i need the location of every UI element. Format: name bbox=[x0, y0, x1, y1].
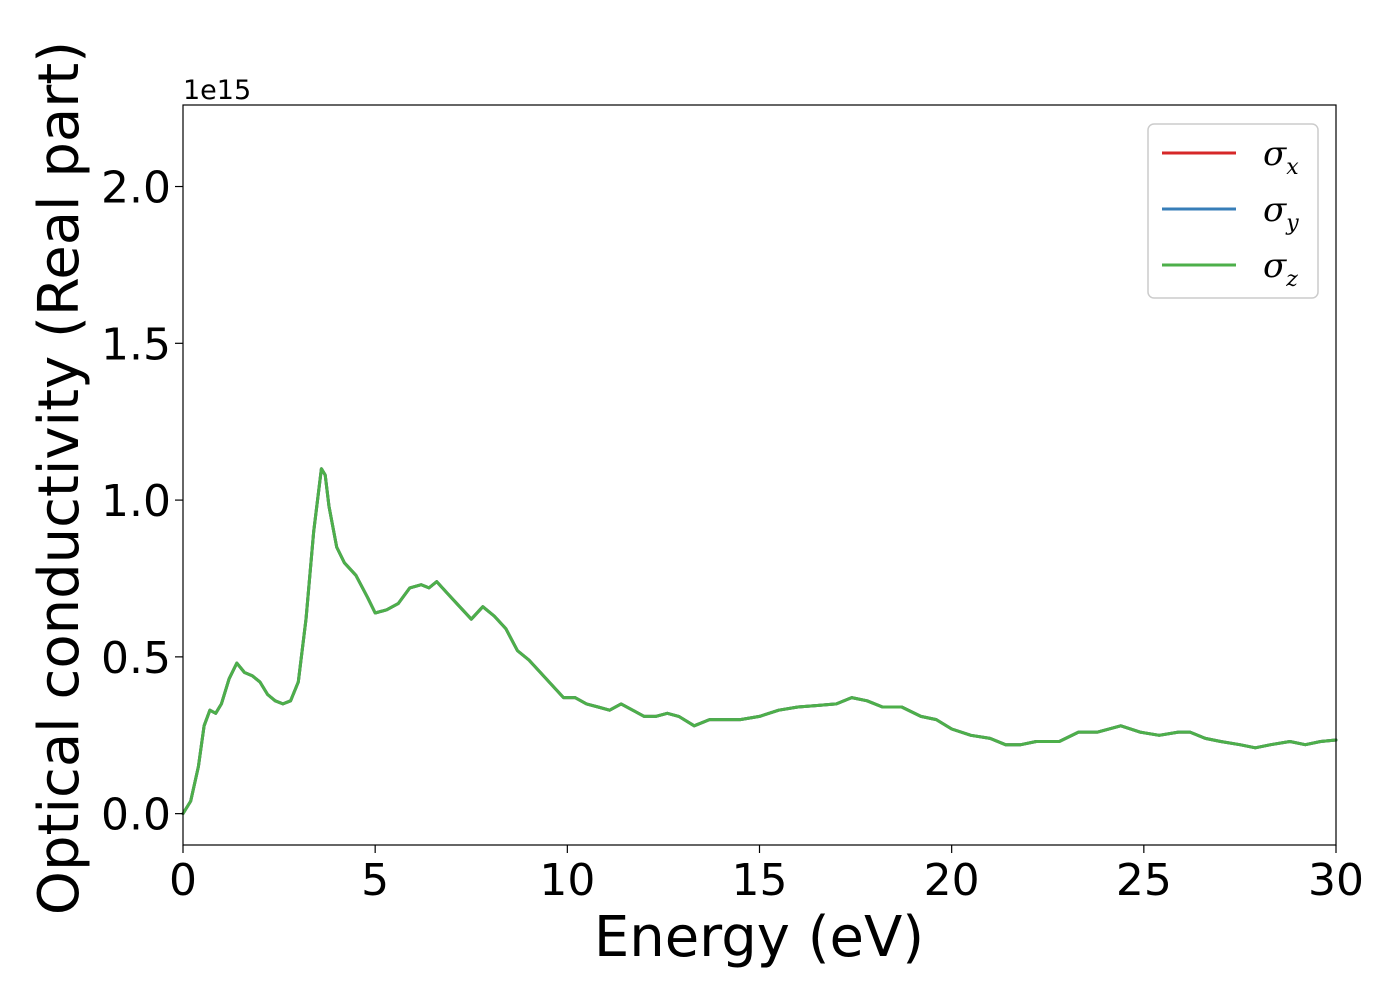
y-axis-label: Optical conductivity (Real part) bbox=[27, 41, 92, 915]
y-offset-label: 1e15 bbox=[183, 75, 251, 106]
y-tick-label: 1.0 bbox=[101, 476, 171, 527]
y-tick-label: 0.5 bbox=[101, 633, 171, 684]
x-tick-label: 10 bbox=[539, 855, 595, 906]
x-tick-label: 0 bbox=[169, 855, 197, 906]
x-tick-label: 30 bbox=[1308, 855, 1364, 906]
y-tick-label: 2.0 bbox=[101, 163, 171, 214]
series-line-z bbox=[181, 467, 1338, 816]
x-tick-label: 15 bbox=[732, 855, 788, 906]
series-line-y bbox=[181, 467, 1338, 816]
series-line-x bbox=[181, 467, 1338, 816]
x-tick-label: 5 bbox=[361, 855, 389, 906]
legend-box bbox=[1147, 123, 1319, 299]
y-tick-label: 0.0 bbox=[101, 790, 171, 841]
y-axis: 0.0 0.5 1.0 1.5 2.0 bbox=[101, 163, 183, 841]
y-tick-label: 1.5 bbox=[101, 319, 171, 370]
x-tick-label: 20 bbox=[924, 855, 980, 906]
x-axis-label: Energy (eV) bbox=[594, 905, 924, 970]
series-layer bbox=[181, 467, 1338, 816]
x-axis: 0 5 10 15 20 25 30 bbox=[169, 845, 1364, 906]
x-tick-label: 25 bbox=[1116, 855, 1172, 906]
